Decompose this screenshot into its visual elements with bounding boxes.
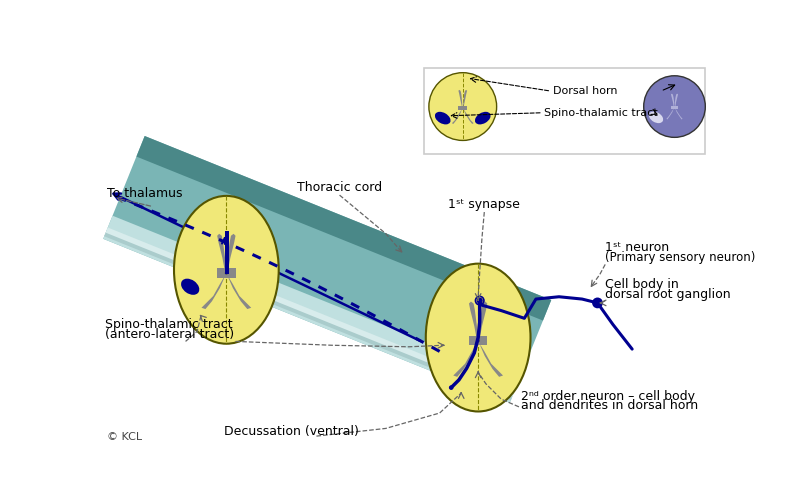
Text: © KCL: © KCL xyxy=(107,432,142,442)
Ellipse shape xyxy=(181,279,199,295)
Polygon shape xyxy=(469,336,487,346)
Polygon shape xyxy=(464,110,474,124)
Text: Thoracic cord: Thoracic cord xyxy=(297,181,382,194)
Polygon shape xyxy=(480,346,503,377)
Ellipse shape xyxy=(426,264,531,411)
Polygon shape xyxy=(103,216,519,403)
Text: Spino-thalamic tract: Spino-thalamic tract xyxy=(104,318,233,331)
Text: Spino-thalamic tract: Spino-thalamic tract xyxy=(544,108,658,118)
Circle shape xyxy=(449,385,453,390)
Polygon shape xyxy=(452,110,462,124)
Polygon shape xyxy=(671,94,674,106)
Ellipse shape xyxy=(435,112,451,124)
Polygon shape xyxy=(229,278,252,309)
Text: Cell body in: Cell body in xyxy=(605,278,679,291)
Polygon shape xyxy=(218,234,225,269)
Text: (antero-lateral tract): (antero-lateral tract) xyxy=(104,327,234,341)
Polygon shape xyxy=(105,227,514,399)
Polygon shape xyxy=(672,106,678,109)
Polygon shape xyxy=(104,233,513,400)
Polygon shape xyxy=(103,136,551,403)
Polygon shape xyxy=(463,90,467,106)
Polygon shape xyxy=(667,109,673,120)
Ellipse shape xyxy=(644,76,706,137)
Circle shape xyxy=(225,272,228,275)
Polygon shape xyxy=(453,346,476,377)
Polygon shape xyxy=(459,106,467,110)
FancyBboxPatch shape xyxy=(424,68,706,154)
Text: Dorsal horn: Dorsal horn xyxy=(553,86,617,96)
Polygon shape xyxy=(479,302,487,336)
Polygon shape xyxy=(459,90,463,106)
Text: 1ˢᵗ neuron: 1ˢᵗ neuron xyxy=(605,241,669,255)
Text: To thalamus: To thalamus xyxy=(107,187,183,200)
Ellipse shape xyxy=(429,72,497,140)
Ellipse shape xyxy=(174,196,278,344)
Polygon shape xyxy=(227,234,236,269)
Polygon shape xyxy=(136,136,551,320)
Circle shape xyxy=(477,297,483,304)
Text: and dendrites in dorsal horn: and dendrites in dorsal horn xyxy=(520,399,698,412)
Circle shape xyxy=(476,339,480,343)
Text: 2ⁿᵈ order neuron – cell body: 2ⁿᵈ order neuron – cell body xyxy=(520,390,694,403)
Polygon shape xyxy=(675,94,678,106)
Polygon shape xyxy=(218,269,236,278)
Polygon shape xyxy=(469,302,478,336)
Polygon shape xyxy=(202,278,225,309)
Text: Decussation (ventral): Decussation (ventral) xyxy=(225,425,359,438)
Circle shape xyxy=(592,297,603,308)
Text: (Primary sensory neuron): (Primary sensory neuron) xyxy=(605,250,755,264)
Text: 1ˢᵗ synapse: 1ˢᵗ synapse xyxy=(448,198,520,211)
Ellipse shape xyxy=(649,112,663,123)
Polygon shape xyxy=(225,231,229,274)
Polygon shape xyxy=(676,109,683,120)
Ellipse shape xyxy=(475,112,490,124)
Text: dorsal root ganglion: dorsal root ganglion xyxy=(605,288,731,301)
